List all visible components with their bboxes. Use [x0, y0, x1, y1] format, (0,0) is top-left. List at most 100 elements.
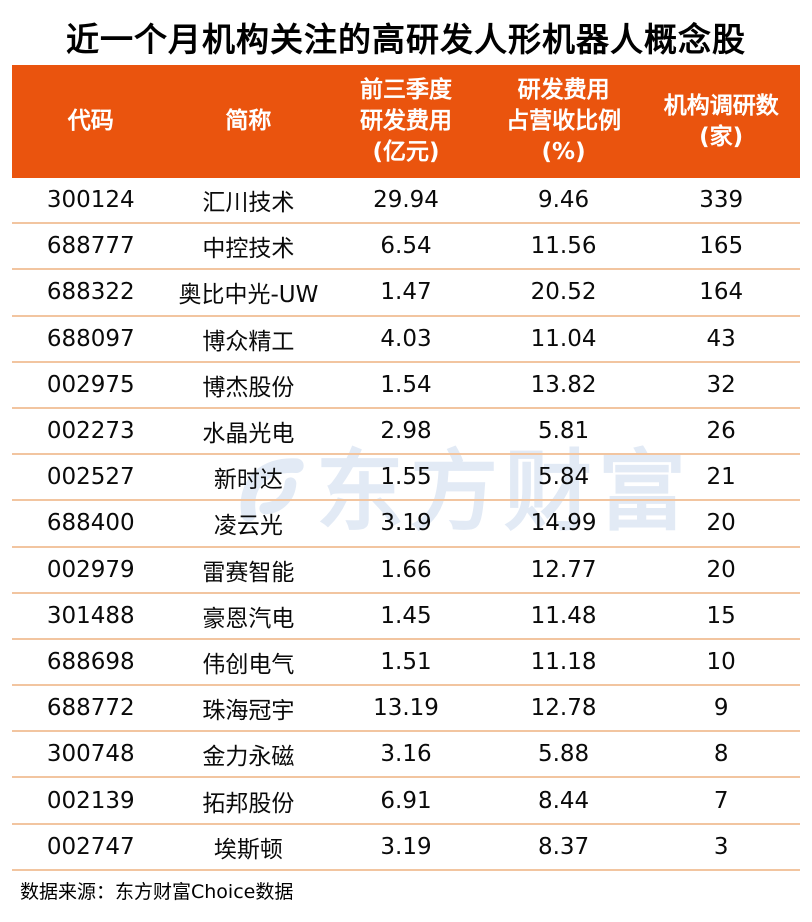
- cell-rd_expense: 4.03: [380, 325, 432, 352]
- table-row: 002527 新时达 1.55 5.84 21: [12, 455, 800, 502]
- cell-rd_ratio: 9.46: [537, 187, 590, 214]
- cell-survey_count: 15: [706, 602, 736, 629]
- cell-rd_expense: 1.47: [380, 279, 432, 306]
- table-row: 688772 珠海冠宇 13.19 12.78 9: [12, 686, 800, 733]
- cell-rd_expense: 3.19: [380, 833, 432, 860]
- cell-rd_expense: 2.98: [380, 418, 432, 445]
- cell-survey_count: 9: [713, 695, 729, 722]
- cell-survey_count: 20: [706, 556, 736, 583]
- table-row: 300124 汇川技术 29.94 9.46 339: [12, 178, 800, 225]
- table-body: 300124 汇川技术 29.94 9.46 339 688777 中控技术 6.54 11.5…: [12, 178, 800, 871]
- cell-code: 688772: [46, 695, 135, 722]
- cell-code: 301488: [46, 602, 135, 629]
- cell-survey_count: 32: [706, 371, 736, 398]
- cell-rd_expense: 6.54: [380, 233, 432, 260]
- column-header-survey_count: 机构调研数 (家): [663, 92, 779, 150]
- cell-rd_ratio: 12.77: [530, 556, 597, 583]
- table-row: 002975 博杰股份 1.54 13.82 32: [12, 363, 800, 409]
- cell-rd_expense: 1.55: [380, 464, 432, 491]
- cell-rd_expense: 6.91: [380, 787, 432, 814]
- cell-survey_count: 26: [706, 418, 736, 445]
- cell-rd_ratio: 5.84: [537, 464, 590, 491]
- cell-name: 豪恩汽电: [202, 605, 295, 632]
- footer-source: 数据来源：东方财富Choice数据: [20, 881, 294, 903]
- table-row: 688097 博众精工 4.03 11.04 43: [12, 317, 800, 363]
- cell-rd_expense: 1.45: [380, 602, 432, 629]
- cell-rd_ratio: 11.04: [530, 325, 597, 352]
- cell-name: 金力永磁: [202, 744, 295, 771]
- data-table: 代码 简称 前三季度 研发费用 (亿元) 研发费用 占营收比例 (%) 机构调研数 (家…: [12, 65, 800, 871]
- cell-survey_count: 339: [699, 187, 744, 214]
- cell-code: 002979: [46, 556, 135, 583]
- cell-name: 汇川技术: [202, 190, 295, 217]
- cell-rd_ratio: 11.18: [530, 648, 597, 675]
- cell-rd_ratio: 11.48: [530, 602, 597, 629]
- table-row: 688400 凌云光 3.19 14.99 20: [12, 501, 800, 548]
- cell-survey_count: 165: [699, 233, 744, 260]
- table-row: 300748 金力永磁 3.16 5.88 8: [12, 732, 800, 779]
- cell-survey_count: 20: [706, 510, 736, 537]
- cell-code: 002139: [46, 787, 135, 814]
- table-header: 代码 简称 前三季度 研发费用 (亿元) 研发费用 占营收比例 (%) 机构调研数 (家…: [12, 65, 800, 178]
- page-title: 近一个月机构关注的高研发人形机器人概念股: [66, 20, 746, 59]
- cell-code: 002747: [46, 833, 135, 860]
- cell-code: 300748: [46, 741, 135, 768]
- cell-name: 凌云光: [213, 513, 283, 540]
- cell-code: 688698: [46, 648, 135, 675]
- cell-rd_expense: 1.54: [380, 371, 432, 398]
- table-row: 002747 埃斯顿 3.19 8.37 3: [12, 825, 800, 871]
- cell-code: 002273: [46, 418, 135, 445]
- cell-rd_ratio: 11.56: [530, 233, 597, 260]
- column-header-rd_ratio: 研发费用 占营收比例 (%): [506, 77, 622, 165]
- cell-name: 水晶光电: [202, 421, 295, 448]
- table-row: 688777 中控技术 6.54 11.56 165: [12, 224, 800, 271]
- table-row: 002979 雷赛智能 1.66 12.77 20: [12, 548, 800, 594]
- cell-name: 奥比中光-UW: [178, 282, 319, 309]
- table-row: 688322 奥比中光-UW 1.47 20.52 164: [12, 270, 800, 317]
- cell-name: 中控技术: [202, 236, 295, 263]
- cell-code: 002527: [46, 464, 135, 491]
- cell-code: 688322: [46, 279, 135, 306]
- cell-name: 新时达: [213, 467, 283, 494]
- cell-rd_ratio: 12.78: [530, 695, 597, 722]
- table-row: 688698 伟创电气 1.51 11.18 10: [12, 640, 800, 687]
- table-row: 301488 豪恩汽电 1.45 11.48 15: [12, 594, 800, 640]
- cell-code: 688400: [46, 510, 135, 537]
- cell-name: 伟创电气: [202, 651, 295, 678]
- cell-survey_count: 10: [706, 648, 736, 675]
- cell-code: 300124: [46, 187, 135, 214]
- column-header-code: 代码: [67, 108, 114, 134]
- cell-rd_ratio: 14.99: [530, 510, 597, 537]
- cell-survey_count: 43: [706, 325, 736, 352]
- cell-rd_expense: 3.19: [380, 510, 432, 537]
- cell-code: 002975: [46, 371, 135, 398]
- cell-survey_count: 7: [713, 787, 729, 814]
- column-header-name: 简称: [225, 108, 272, 134]
- cell-code: 688097: [46, 325, 135, 352]
- cell-rd_expense: 3.16: [380, 741, 432, 768]
- cell-rd_ratio: 20.52: [530, 279, 597, 306]
- cell-name: 珠海冠宇: [202, 698, 295, 725]
- cell-rd_ratio: 5.88: [537, 741, 590, 768]
- table-row: 002139 拓邦股份 6.91 8.44 7: [12, 778, 800, 825]
- infographic-page: 东方财富 近一个月机构关注的高研发人形机器人概念股 代码 简称 前三季度 研发费用 …: [0, 0, 812, 903]
- cell-rd_ratio: 13.82: [530, 371, 597, 398]
- cell-survey_count: 21: [706, 464, 736, 491]
- table-row: 002273 水晶光电 2.98 5.81 26: [12, 409, 800, 456]
- cell-rd_expense: 1.51: [380, 648, 432, 675]
- cell-name: 博杰股份: [202, 374, 295, 401]
- cell-code: 688777: [46, 233, 135, 260]
- column-header-rd_expense: 前三季度 研发费用 (亿元): [359, 77, 452, 165]
- cell-rd_expense: 13.19: [373, 695, 439, 722]
- cell-survey_count: 3: [713, 833, 729, 860]
- cell-name: 博众精工: [202, 328, 295, 355]
- cell-name: 埃斯顿: [213, 836, 283, 863]
- cell-rd_ratio: 8.44: [537, 787, 590, 814]
- cell-survey_count: 164: [699, 279, 744, 306]
- cell-name: 雷赛智能: [202, 559, 295, 586]
- cell-rd_expense: 1.66: [380, 556, 432, 583]
- cell-rd_ratio: 5.81: [537, 418, 590, 445]
- cell-survey_count: 8: [713, 741, 729, 768]
- cell-name: 拓邦股份: [202, 790, 295, 817]
- cell-rd_expense: 29.94: [373, 187, 439, 214]
